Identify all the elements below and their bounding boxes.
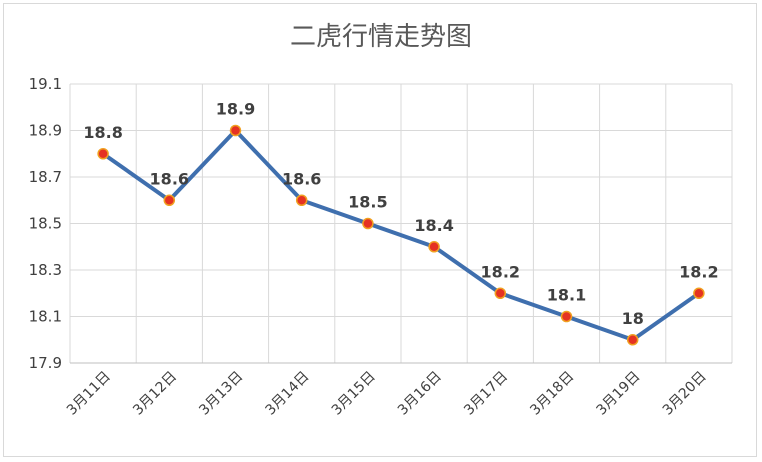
x-tick-label: 3月16日 [395, 369, 445, 419]
data-label: 18.6 [150, 169, 189, 188]
x-tick-label: 3月15日 [329, 369, 379, 419]
y-axis: 17.9 18.1 18.3 18.5 18.7 18.9 19.1 [29, 75, 62, 372]
data-point [295, 194, 308, 206]
data-point [494, 287, 507, 299]
y-tick-label: 19.1 [29, 75, 62, 93]
data-label: 18 [622, 309, 644, 328]
x-tick-label: 3月19日 [594, 369, 644, 419]
data-point [626, 334, 639, 346]
data-label: 18.2 [679, 262, 718, 281]
data-label: 18.6 [282, 169, 321, 188]
data-label: 18.1 [547, 286, 586, 305]
data-point [163, 194, 176, 206]
x-tick-label: 3月14日 [263, 369, 313, 419]
data-point [362, 217, 374, 230]
data-label: 18.9 [216, 100, 255, 119]
y-tick-label: 18.7 [29, 168, 62, 186]
x-tick-label: 3月18日 [527, 369, 577, 419]
y-tick-label: 18.9 [29, 122, 62, 140]
series-line [101, 128, 701, 342]
x-tick-label: 3月11日 [64, 369, 114, 419]
data-label: 18.2 [481, 262, 520, 281]
data-point [693, 287, 705, 299]
y-tick-label: 17.9 [29, 354, 62, 372]
chart-frame [3, 3, 757, 457]
x-tick-label: 3月12日 [130, 369, 180, 419]
data-point [97, 148, 109, 160]
grid-lines [69, 83, 733, 363]
x-tick-label: 3月17日 [461, 369, 511, 419]
y-tick-label: 18.5 [29, 215, 62, 233]
data-series [97, 124, 705, 346]
data-point [229, 124, 242, 137]
data-label: 18.5 [348, 193, 387, 212]
x-axis: 3月11日 3月12日 3月13日 3月14日 3月15日 3月16日 3月17日 3月18日… [64, 362, 732, 419]
data-point [428, 241, 440, 253]
chart-title: 二虎行情走势图 [290, 22, 472, 52]
x-tick-label: 3月20日 [660, 369, 710, 419]
data-point [560, 310, 573, 323]
data-labels: 18.8 18.6 18.9 18.6 18.5 18.4 18.2 18.1 18 18.2 [83, 100, 718, 328]
data-label: 18.4 [414, 216, 453, 235]
data-label: 18.8 [83, 123, 122, 142]
x-tick-label: 3月13日 [196, 369, 246, 419]
y-tick-label: 18.1 [29, 308, 62, 326]
y-tick-label: 18.3 [29, 261, 62, 279]
